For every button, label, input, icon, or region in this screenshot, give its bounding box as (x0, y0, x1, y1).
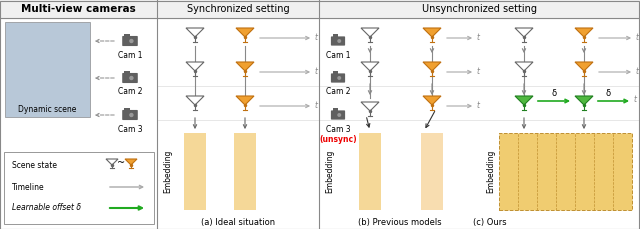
Text: Cam 2: Cam 2 (118, 87, 142, 96)
FancyBboxPatch shape (331, 110, 345, 120)
Polygon shape (125, 159, 137, 165)
Text: δ: δ (552, 90, 557, 98)
Bar (124, 108, 129, 111)
Text: Multi-view cameras: Multi-view cameras (21, 4, 136, 14)
Polygon shape (575, 62, 593, 71)
Text: Learnable offset δ: Learnable offset δ (12, 204, 81, 213)
Polygon shape (515, 28, 533, 37)
Polygon shape (236, 28, 254, 37)
Text: $t$: $t$ (476, 30, 481, 41)
Polygon shape (423, 28, 441, 37)
Text: Cam 3: Cam 3 (118, 125, 142, 134)
Polygon shape (186, 28, 204, 37)
Text: $t$: $t$ (314, 65, 319, 76)
Polygon shape (575, 96, 593, 105)
Text: Embedding: Embedding (486, 150, 495, 193)
Text: $t$: $t$ (476, 65, 481, 76)
Circle shape (129, 113, 134, 117)
Polygon shape (186, 62, 204, 71)
Bar (333, 71, 338, 74)
Circle shape (129, 39, 134, 43)
Text: Timeline: Timeline (12, 183, 45, 191)
Text: (c) Ours: (c) Ours (473, 218, 506, 226)
Text: Embedding: Embedding (326, 150, 335, 193)
Bar (124, 34, 129, 37)
Text: Cam 1: Cam 1 (118, 51, 142, 60)
Polygon shape (515, 96, 533, 105)
Polygon shape (515, 62, 533, 71)
Text: (a) Ideal situation: (a) Ideal situation (201, 218, 275, 226)
Circle shape (337, 113, 341, 117)
Text: $t$: $t$ (314, 30, 319, 41)
Text: $t$: $t$ (635, 65, 640, 76)
FancyBboxPatch shape (331, 73, 345, 83)
Text: Embedding: Embedding (163, 150, 173, 193)
Text: ~: ~ (117, 158, 125, 168)
Polygon shape (106, 159, 118, 165)
Text: $t$: $t$ (635, 30, 640, 41)
Text: $t$: $t$ (633, 93, 638, 104)
Bar (124, 71, 129, 74)
Bar (359, 133, 381, 210)
Polygon shape (575, 28, 593, 37)
Text: $t$: $t$ (314, 98, 319, 109)
Text: δ: δ (605, 90, 611, 98)
Text: Synchronized setting: Synchronized setting (187, 4, 289, 14)
Polygon shape (236, 62, 254, 71)
Bar (333, 109, 338, 111)
Polygon shape (361, 62, 379, 71)
Text: (unsync): (unsync) (319, 134, 357, 144)
Bar (421, 133, 443, 210)
Polygon shape (236, 96, 254, 105)
Text: Dynamic scene: Dynamic scene (19, 104, 77, 114)
Bar (333, 35, 338, 37)
Bar (184, 133, 206, 210)
Text: Cam 3: Cam 3 (326, 125, 350, 134)
Text: Scene state: Scene state (12, 161, 57, 171)
Text: Unsynchronized setting: Unsynchronized setting (422, 4, 537, 14)
Bar (4, 152, 154, 224)
Text: Cam 2: Cam 2 (326, 87, 350, 96)
Polygon shape (361, 28, 379, 37)
Bar (5, 22, 90, 117)
Polygon shape (186, 96, 204, 105)
FancyBboxPatch shape (122, 110, 138, 120)
Text: (b) Previous models: (b) Previous models (358, 218, 442, 226)
Bar (234, 133, 256, 210)
Bar (499, 133, 632, 210)
Text: Cam 1: Cam 1 (326, 51, 350, 60)
Text: $t$: $t$ (476, 98, 481, 109)
Circle shape (337, 76, 341, 80)
Polygon shape (423, 96, 441, 105)
Circle shape (129, 76, 134, 80)
FancyBboxPatch shape (331, 36, 345, 46)
Circle shape (337, 39, 341, 43)
FancyBboxPatch shape (122, 36, 138, 46)
Polygon shape (361, 102, 379, 111)
Polygon shape (423, 62, 441, 71)
FancyBboxPatch shape (122, 73, 138, 83)
